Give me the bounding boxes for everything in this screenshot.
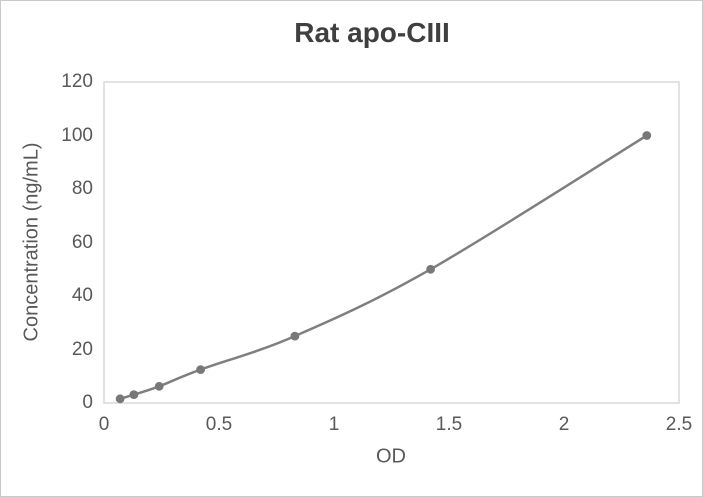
data-point-marker xyxy=(154,381,164,391)
y-tick-label: 120 xyxy=(61,71,93,92)
y-tick-label: 20 xyxy=(71,338,93,360)
data-point-marker xyxy=(290,331,300,341)
x-tick-label: 0.5 xyxy=(205,414,233,435)
x-tick-label: 0 xyxy=(98,414,110,435)
data-point-marker xyxy=(426,264,435,274)
series-line xyxy=(118,134,649,401)
y-tick-label: 40 xyxy=(71,285,93,306)
x-tick-label: 1 xyxy=(328,414,340,435)
y-tick-label: 60 xyxy=(71,231,93,253)
plot-area-border xyxy=(103,81,680,404)
x-axis-title: OD xyxy=(376,445,406,468)
data-point-marker xyxy=(129,390,139,399)
y-tick-label: 100 xyxy=(61,124,93,146)
chart-title: Rat apo-CIII xyxy=(294,17,450,48)
data-point-marker xyxy=(196,365,206,374)
y-tick-label: 80 xyxy=(71,178,93,199)
data-point-marker xyxy=(642,131,652,140)
data-point-marker xyxy=(115,394,125,404)
x-tick-label: 1.5 xyxy=(435,414,463,435)
x-tick-label: 2 xyxy=(558,414,570,435)
y-tick-label: 0 xyxy=(82,392,93,413)
x-tick-label: 2.5 xyxy=(665,414,693,435)
